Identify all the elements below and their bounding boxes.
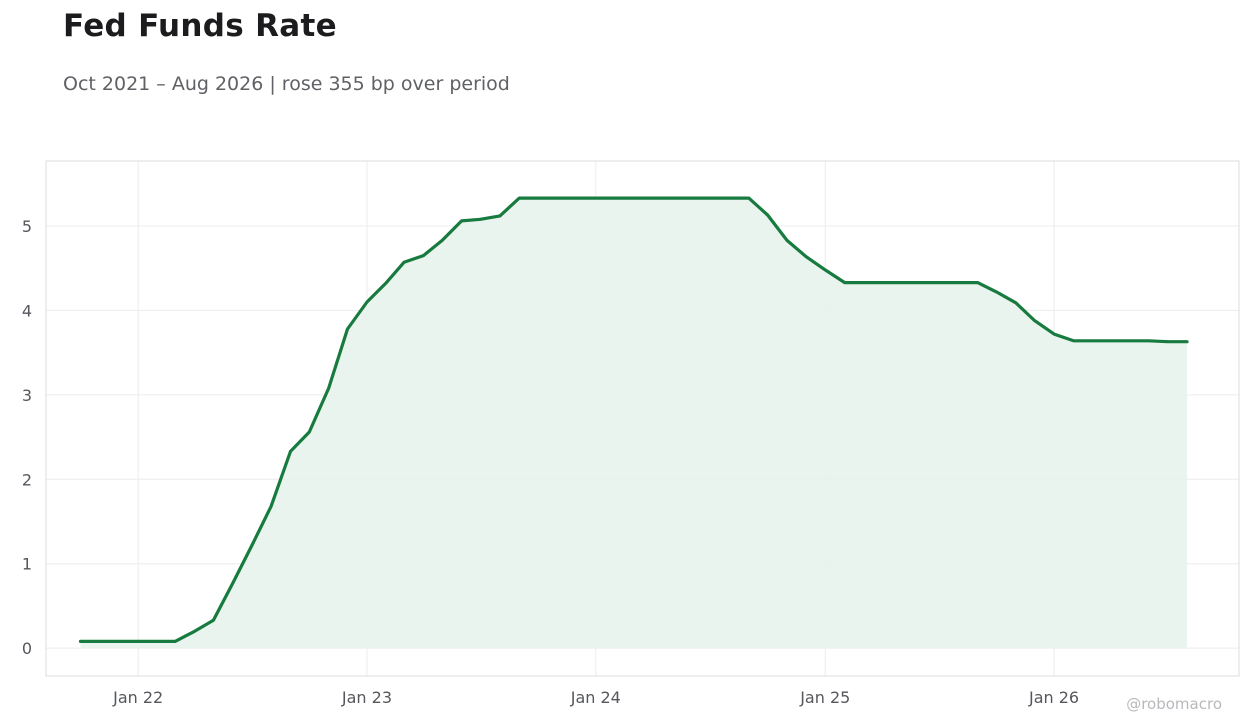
y-tick-label: 2: [22, 470, 32, 489]
y-tick-label: 4: [22, 301, 32, 320]
x-tick-label: Jan 22: [112, 688, 163, 707]
chart-title: Fed Funds Rate: [63, 8, 337, 44]
x-tick-label: Jan 25: [799, 688, 850, 707]
chart-subtitle: Oct 2021 – Aug 2026 | rose 355 bp over p…: [63, 73, 510, 95]
rate-line: [78, 196, 1189, 643]
x-tick-label: Jan 23: [341, 688, 392, 707]
y-tick-label: 0: [22, 639, 32, 658]
rate-area-fill: [80, 198, 1187, 649]
x-axis-ticks: Jan 22 Jan 23 Jan 24 Jan 25 Jan 26: [112, 688, 1079, 707]
y-tick-label: 1: [22, 555, 32, 574]
x-tick-label: Jan 24: [570, 688, 621, 707]
x-tick-label: Jan 26: [1028, 688, 1079, 707]
plot-frame: [45, 160, 1240, 677]
y-tick-label: 5: [22, 217, 32, 236]
y-tick-label: 3: [22, 386, 32, 405]
watermark: @robomacro: [1126, 695, 1222, 713]
y-axis-ticks: 0 1 2 3 4 5: [22, 217, 32, 658]
